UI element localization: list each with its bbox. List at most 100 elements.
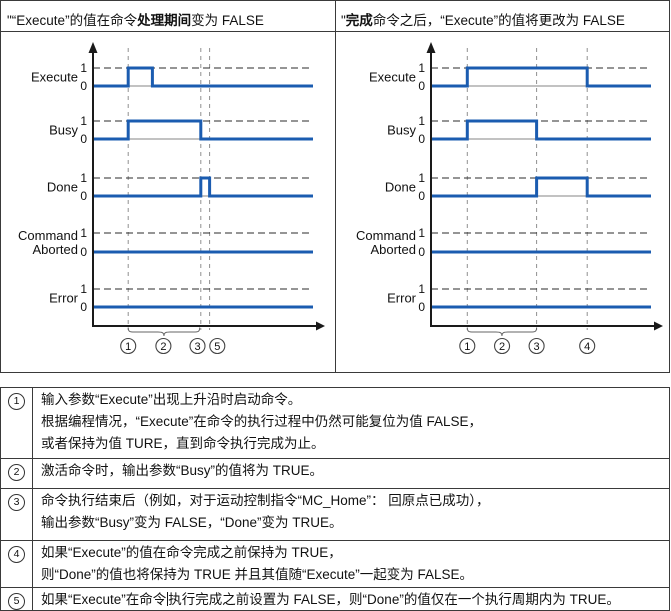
signal-label: Command [356,228,416,243]
tick-label-0: 0 [418,132,425,146]
legend-text: 激活命令时，输出参数“Busy”的值将为 TRUE。 [33,459,329,488]
legend-row-4: 4 如果“Execute”的值在命令完成之前保持为 TRUE， 则“Done”的值也… [1,540,669,587]
title-segment: 命令之后，“Execute”的值将更改为 FALSE [372,13,625,28]
title-bold-segment: 完成 [345,13,373,28]
step-number-badge: 3 [8,494,25,511]
legend-text: 如果“Execute”的值在命令完成之前保持为 TRUE， 则“Done”的值也将… [33,541,479,587]
time-axis-arrow [316,321,325,331]
step-marker-circle [189,337,206,355]
signal-label: Execute [31,70,78,85]
signal-label: Aborted [32,242,78,257]
signal-label: Error [49,291,79,306]
timing-diagram-right: 10Execute10Busy10Done10CommandAborted10E… [356,42,663,355]
tick-label-1: 1 [80,61,87,75]
legend-line: 或者保持为值 TURE，直到命令执行完成为止。 [41,436,325,451]
tick-label-0: 0 [418,189,425,203]
value-axis-arrow [88,42,98,53]
tick-label-1: 1 [418,114,425,128]
timing-diagram-canvas: 10Execute10Busy10Done10CommandAborted10E… [18,42,663,355]
step-marker-circle [459,337,476,355]
step-number-badge: 2 [8,464,25,481]
legend-line-pre: 如果“Execute”在命令 [41,592,167,607]
tick-label-0: 0 [418,300,425,314]
left-panel-title: "“Execute”的值在命令处理期间变为 FALSE [1,1,335,31]
signal-waveform-execute [93,66,313,88]
signal-waveform-busy [93,119,313,141]
signal-label: Execute [369,70,416,85]
legend-number-cell: 1 [1,388,33,458]
value-axis-arrow [426,42,436,53]
legend-row-2: 2 激活命令时，输出参数“Busy”的值将为 TRUE。 [1,458,669,488]
legend-table: 1 输入参数“Execute”出现上升沿时启动命令。 根据编程情况，“Execute… [0,387,670,611]
step-marker-number: 2 [499,341,505,353]
marker-brace [127,327,201,337]
time-axis-arrow [654,321,663,331]
title-segment: 变为 FALSE [191,13,264,28]
legend-line: 根据编程情况，“Execute”在命令的执行过程中仍然可能复位为值 FALSE， [41,414,483,429]
legend-number-cell: 5 [1,588,33,610]
tick-label-0: 0 [80,79,87,93]
signal-label: Command [18,228,78,243]
step-marker-circle [209,337,226,355]
step-number-badge: 5 [8,593,25,610]
signal-label: Error [387,291,417,306]
step-marker-circle [155,337,172,355]
signal-waveform-done [93,176,313,198]
timing-diagrams-panel: 1 0 Execute 1 0 Busy 1 0 Done 1 0 Command Aborted 1 0 E… [0,0,670,373]
legend-line: 输入参数“Execute”出现上升沿时启动命令。 [41,392,302,407]
marker-brace [466,327,538,337]
signal-label: Busy [387,123,416,138]
legend-text: 输入参数“Execute”出现上升沿时启动命令。根据编程情况，“Execute”… [33,388,488,458]
step-marker-number: 3 [534,341,540,353]
panel-divider [335,1,336,372]
tick-label-0: 0 [80,189,87,203]
signal-label: Busy [49,123,78,138]
legend-row-3: 3 命令执行结束后（例如，对于运动控制指令“MC_Home”： 回原点已成功）， 输… [1,488,669,540]
tick-label-1: 1 [418,171,425,185]
legend-number-cell: 4 [1,541,33,587]
legend-line: 命令执行结束后（例如，对于运动控制指令“MC_Home”： 回原点已成功）， [41,493,490,508]
legend-line: 输出参数“Busy”变为 FALSE，“Done”变为 TRUE。 [41,515,343,530]
step-number-badge: 4 [8,546,25,563]
tick-label-1: 1 [418,282,425,296]
step-marker-number: 3 [194,341,200,353]
tick-label-1: 1 [80,171,87,185]
signal-label: Done [385,180,416,195]
signal-waveform-busy [431,119,651,141]
legend-text: 如果“Execute”在命令 执行完成之前设置为 FALSE，则“Done”的值仅… [33,588,626,610]
title-segment: "“Execute”的值在命令 [7,13,138,28]
tick-label-0: 0 [418,79,425,93]
legend-row-5: 5 如果“Execute”在命令 执行完成之前设置为 FALSE，则“Done”的值… [1,587,669,610]
step-marker-circle [528,337,545,355]
step-marker-number: 5 [214,341,220,353]
tick-label-1: 1 [80,226,87,240]
legend-row-1: 1 输入参数“Execute”出现上升沿时启动命令。 根据编程情况，“Execute… [1,388,669,458]
legend-line: 则“Done”的值也将保持为 TRUE 并且其值随“Execute”一起变为 F… [41,567,474,582]
tick-label-0: 0 [80,245,87,259]
step-marker-number: 4 [584,341,590,353]
step-marker-number: 1 [125,341,131,353]
step-marker-number: 2 [160,341,166,353]
step-marker-circle [494,337,511,355]
tick-label-0: 0 [80,300,87,314]
tick-label-1: 1 [418,61,425,75]
tick-label-1: 1 [418,226,425,240]
legend-number-cell: 3 [1,489,33,540]
legend-text: 命令执行结束后（例如，对于运动控制指令“MC_Home”： 回原点已成功）， 输出… [33,489,496,540]
signal-label: Done [47,180,78,195]
right-panel-title: "完成命令之后，“Execute”的值将更改为 FALSE [335,1,669,31]
legend-line: 如果“Execute”在命令 执行完成之前设置为 FALSE，则“Done”的值仅… [41,589,620,611]
step-marker-number: 1 [464,341,470,353]
signal-waveform-done [431,176,651,198]
signal-label: Aborted [370,242,416,257]
legend-number-cell: 2 [1,459,33,488]
tick-label-1: 1 [80,282,87,296]
timing-diagram-left: 10Execute10Busy10Done10CommandAborted10E… [18,42,325,355]
step-marker-circle [579,337,596,355]
step-marker-circle [120,337,137,355]
tick-label-0: 0 [418,245,425,259]
tick-label-1: 1 [80,114,87,128]
title-segment: " [341,13,346,28]
title-bold-segment: 处理期间 [137,13,192,28]
signal-waveform-execute [431,66,651,88]
